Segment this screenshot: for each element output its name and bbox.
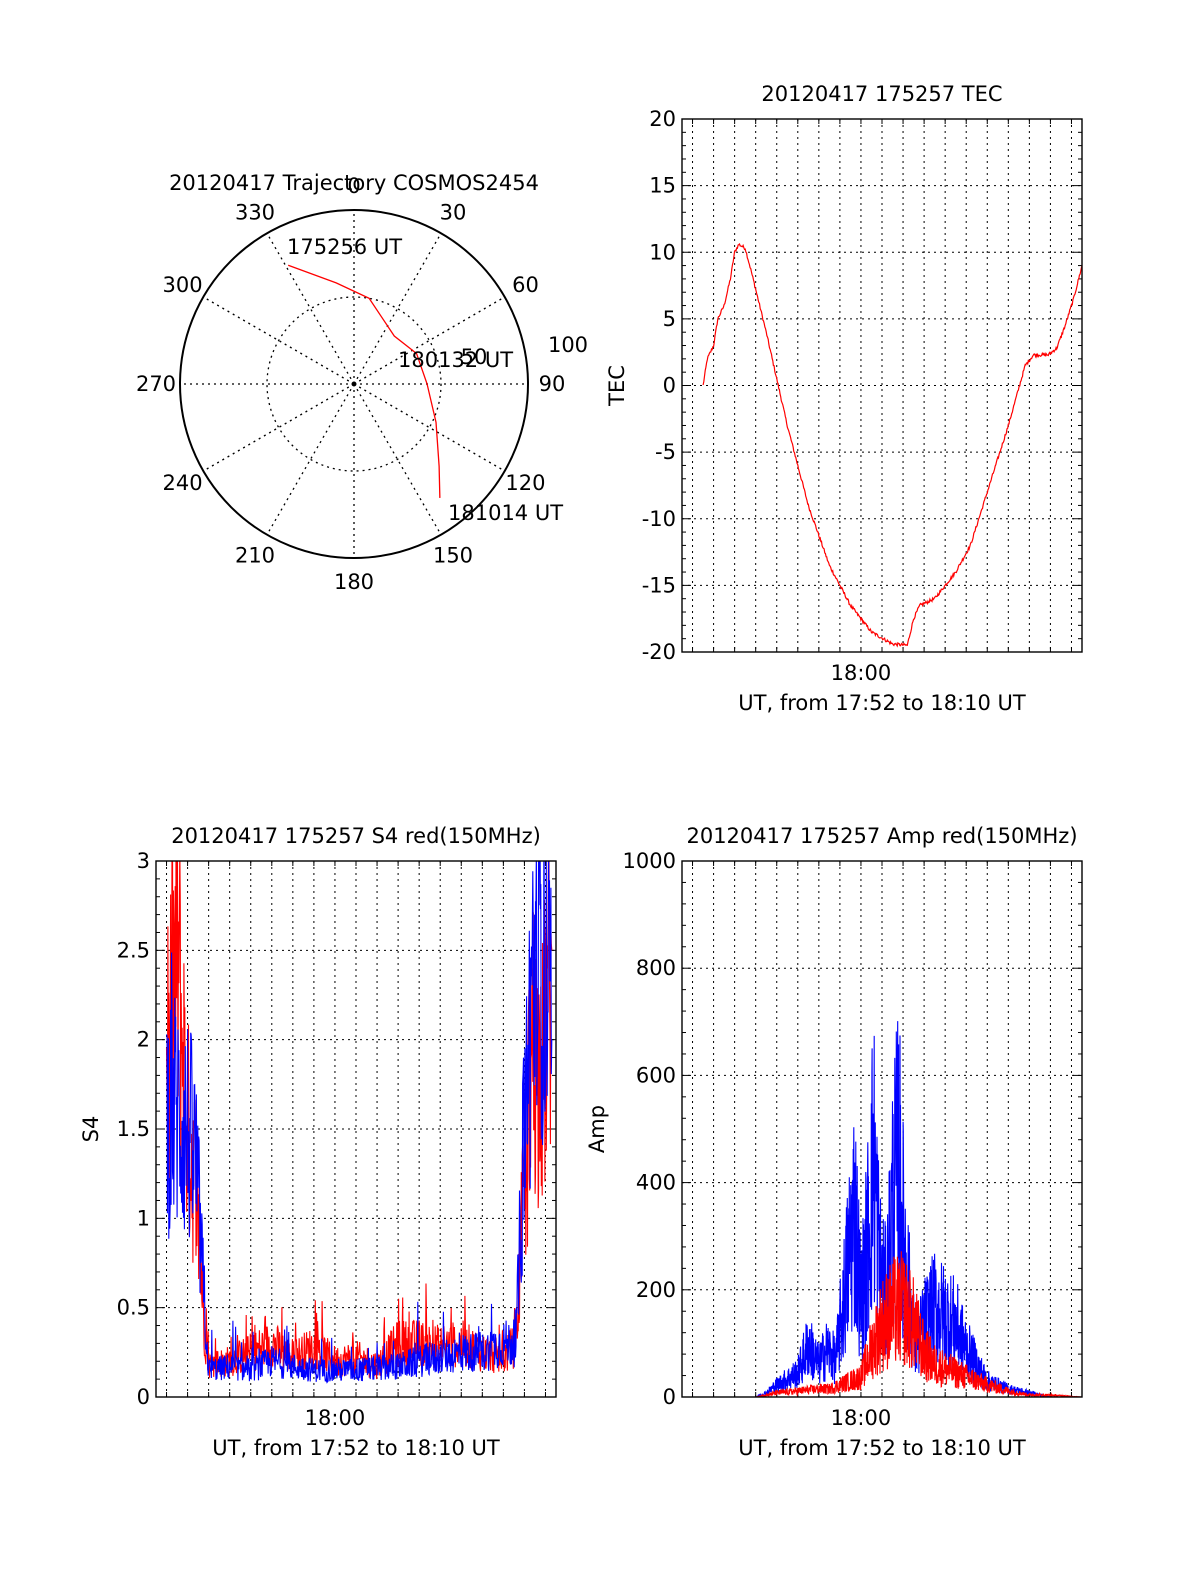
polar-ring-label: 100 [548,333,588,357]
polar-spoke [202,383,355,472]
y-tick-label: 2.5 [117,938,150,962]
chart-panel-3: 20120417 175257 Amp red(150MHz) 0 200 400 60… [585,824,1083,1460]
y-tick-label: 10 [649,240,676,264]
trajectory-line [287,264,441,498]
polar-angle-label: 210 [235,543,275,567]
x-axis-label: UT, from 17:52 to 18:10 UT [212,1436,500,1460]
plot-frame [681,860,1083,1398]
y-tick-label: 20 [649,107,676,131]
y-axis-label: Amp [585,1105,609,1153]
y-tick-label: 15 [649,174,676,198]
y-tick-label: 1000 [623,849,676,873]
x-tick-label: 18:00 [305,1406,366,1430]
plot-frame [681,118,1083,653]
y-tick-label: 0.5 [117,1296,150,1320]
y-tick-label: -20 [642,640,676,664]
y-tick-label: -5 [655,440,676,464]
y-tick-label: 0 [663,1385,676,1409]
polar-grid-ring [266,296,442,472]
chart-panel-1: 20120417 175257 TEC -20 -15 -10 -5 0 5 10 15 20 18… [605,82,1083,715]
polar-title: 20120417 Trajectory COSMOS2454 [169,171,539,195]
y-tick-label: 3 [137,849,150,873]
y-tick-label: 1.5 [117,1117,150,1141]
y-axis-label: S4 [79,1116,103,1143]
polar-spoke [202,296,355,385]
trajectory-start-label: 175256 UT [287,235,402,259]
y-tick-label: -15 [642,573,676,597]
y-tick-label: -10 [642,507,676,531]
polar-angle-label: 150 [433,543,473,567]
polar-spoke [353,383,506,472]
plot-frame [155,860,557,1398]
series-group [165,861,553,1384]
y-tick-label: 800 [636,956,676,980]
polar-spoke [266,383,355,536]
chart-title: 20120417 175257 Amp red(150MHz) [686,824,1077,848]
x-axis-label: UT, from 17:52 to 18:10 UT [738,1436,1026,1460]
series-group [702,242,1082,648]
polar-spoke [353,296,506,385]
y-tick-label: 400 [636,1171,676,1195]
y-tick-label: 600 [636,1063,676,1087]
x-axis-label: UT, from 17:52 to 18:10 UT [738,691,1026,715]
series-line-1 [165,861,553,1384]
polar-angle-label: 180 [334,570,374,594]
polar-angle-label: 90 [539,372,566,396]
polar-angle-label: 330 [235,201,275,225]
polar-outer-circle [179,209,529,559]
chart-title: 20120417 175257 S4 red(150MHz) [171,824,541,848]
polar-spoke [353,383,442,536]
x-tick-label: 18:00 [831,1406,892,1430]
x-tick-label: 18:00 [831,661,892,685]
polar-angle-label: 240 [162,471,202,495]
y-tick-label: 2 [137,1028,150,1052]
trajectory-mid-label: 180132 UT [398,348,513,372]
polar-angle-label: 270 [136,372,176,396]
series-line-0 [165,861,553,1380]
polar-spoke [353,232,442,385]
polar-angle-label: 30 [440,201,467,225]
series-group [692,1021,1082,1397]
chart-title: 20120417 175257 TEC [761,82,1002,106]
polar-angle-label: 60 [512,273,539,297]
y-tick-label: 0 [137,1385,150,1409]
chart-panel-2: 20120417 175257 S4 red(150MHz) 0 0.5 1 1.5 2 2… [79,824,557,1460]
polar-angle-label: 0 [347,174,360,198]
series-line-0 [702,242,1082,648]
y-axis-label: TEC [605,365,629,407]
polar-spoke [266,232,355,385]
polar-ring-label: 50 [461,345,488,369]
polar-angle-label: 300 [162,273,202,297]
y-tick-label: 5 [663,307,676,331]
y-tick-label: 1 [137,1206,150,1230]
y-tick-label: 0 [663,374,676,398]
polar-angle-label: 120 [505,471,545,495]
y-tick-label: 200 [636,1278,676,1302]
trajectory-end-label: 181014 UT [448,501,563,525]
